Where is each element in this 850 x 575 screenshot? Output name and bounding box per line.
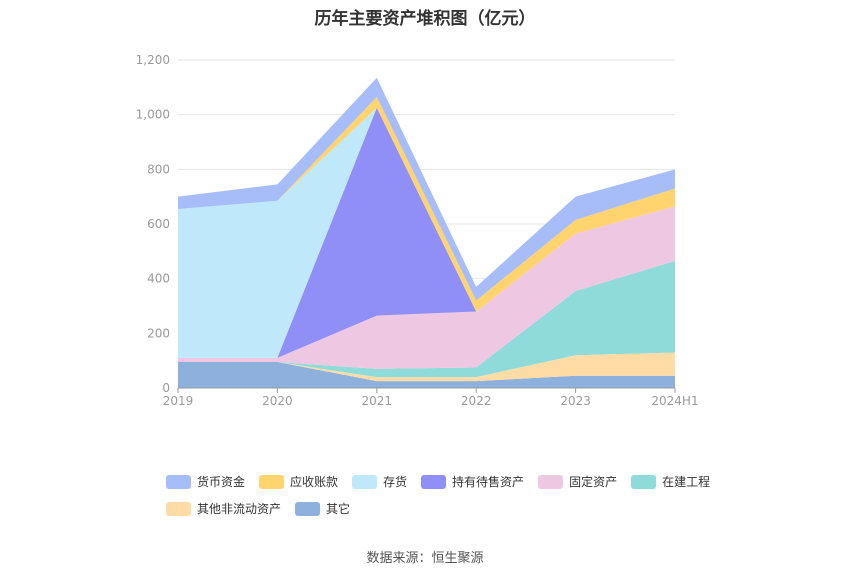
y-tick-label: 800 bbox=[147, 162, 170, 176]
chart-plot: 0 200 400 600 800 1,000 1,200 2019 2020 2021 2022 2… bbox=[136, 53, 699, 408]
chart-legend: 货币资金 应收账款 存货 持有待售资产 固定资产 在建工程其他非流动资产 其它 bbox=[166, 473, 726, 527]
y-tick-label: 600 bbox=[147, 217, 170, 231]
area-series-2 bbox=[178, 260, 675, 378]
legend-item[interactable]: 其他非流动资产 bbox=[166, 500, 281, 517]
legend-label: 其他非流动资产 bbox=[197, 502, 282, 516]
data-source-note: 数据来源：恒生聚源 bbox=[366, 551, 484, 566]
legend-swatch bbox=[166, 474, 191, 489]
x-tick-label: 2023 bbox=[560, 394, 591, 408]
y-tick-label: 1,000 bbox=[136, 108, 170, 122]
area-series-7 bbox=[178, 77, 675, 301]
y-tick-label: 0 bbox=[162, 381, 170, 395]
legend-swatch bbox=[352, 474, 378, 489]
legend-item[interactable]: 应收账款 bbox=[259, 473, 338, 490]
legend-label: 应收账款 bbox=[290, 475, 339, 489]
area-series-1 bbox=[178, 352, 675, 382]
legend-label: 在建工程 bbox=[662, 475, 711, 489]
legend-item[interactable]: 货币资金 bbox=[166, 473, 245, 490]
legend-swatch bbox=[538, 474, 564, 489]
legend-swatch bbox=[421, 474, 447, 489]
legend-label: 固定资产 bbox=[569, 475, 618, 489]
area-series-3 bbox=[178, 206, 675, 369]
y-tick-label: 400 bbox=[147, 272, 170, 286]
legend-item[interactable]: 其它 bbox=[295, 500, 350, 517]
x-tick-label: 2024H1 bbox=[651, 394, 698, 408]
legend-label: 存货 bbox=[383, 475, 408, 489]
area-series-0 bbox=[178, 362, 675, 388]
legend-swatch bbox=[631, 474, 657, 489]
area-series-5 bbox=[178, 107, 675, 358]
x-tick-label: 2022 bbox=[461, 394, 492, 408]
legend-item[interactable]: 在建工程 bbox=[631, 473, 710, 490]
legend-swatch bbox=[295, 501, 321, 516]
y-tick-label: 200 bbox=[147, 326, 170, 340]
legend-label: 持有待售资产 bbox=[452, 475, 525, 489]
chart-title: 历年主要资产堆积图（亿元） bbox=[314, 9, 536, 29]
x-tick-label: 2020 bbox=[262, 394, 293, 408]
legend-item[interactable]: 固定资产 bbox=[538, 473, 617, 490]
area-series-4 bbox=[178, 107, 675, 358]
legend-label: 其它 bbox=[326, 502, 351, 516]
x-tick-label: 2019 bbox=[163, 394, 194, 408]
legend-swatch bbox=[259, 474, 285, 489]
legend-swatch bbox=[166, 501, 191, 516]
legend-item[interactable]: 存货 bbox=[352, 473, 407, 490]
area-series-6 bbox=[178, 96, 675, 312]
y-tick-label: 1,200 bbox=[136, 53, 170, 67]
legend-item[interactable]: 持有待售资产 bbox=[421, 473, 524, 490]
x-tick-label: 2021 bbox=[362, 394, 393, 408]
legend-label: 货币资金 bbox=[197, 475, 246, 489]
